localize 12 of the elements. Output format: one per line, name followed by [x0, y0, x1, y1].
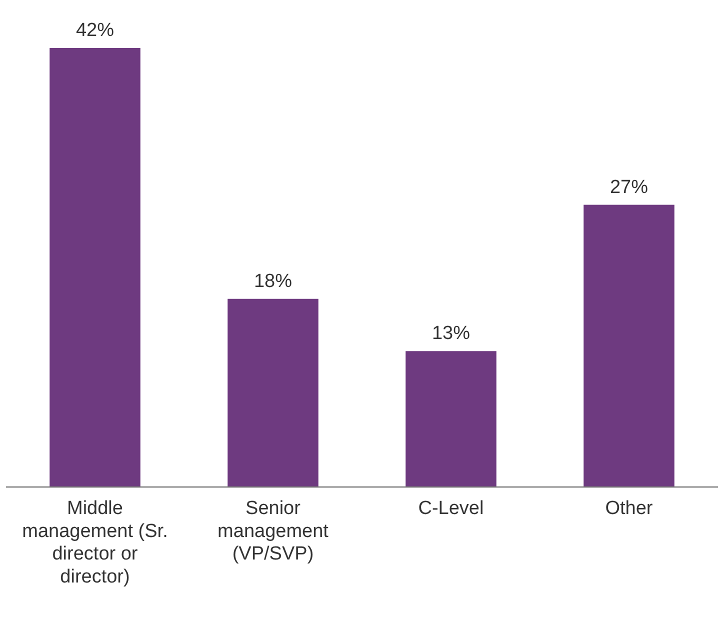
x-tick-label: Middle management (Sr. director or director): [22, 498, 168, 588]
x-tick-label: Senior management (VP/SVP): [218, 498, 330, 565]
bar: [228, 298, 318, 487]
data-label: 42%: [76, 20, 114, 41]
x-tick-label: Other: [605, 498, 654, 519]
data-label: 27%: [610, 176, 648, 198]
data-label: 13%: [432, 323, 470, 344]
data-label: 18%: [254, 270, 292, 292]
bar: [50, 48, 140, 487]
bar: [406, 351, 496, 487]
x-tick-label: C-Level: [418, 498, 484, 519]
bar: [584, 204, 674, 487]
